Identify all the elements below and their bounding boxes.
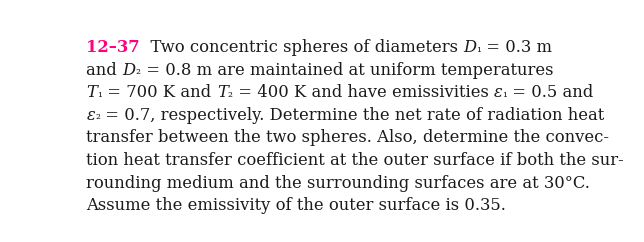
Text: ₁: ₁ bbox=[477, 42, 482, 55]
Text: D: D bbox=[464, 39, 477, 56]
Text: rounding medium and the surrounding surfaces are at 30°C.: rounding medium and the surrounding surf… bbox=[86, 174, 591, 192]
Text: D: D bbox=[122, 62, 136, 79]
Text: = 0.5 and: = 0.5 and bbox=[507, 84, 594, 101]
Text: and: and bbox=[86, 62, 122, 79]
Text: ₁: ₁ bbox=[97, 87, 102, 100]
Text: transfer between the two spheres. Also, determine the convec-: transfer between the two spheres. Also, … bbox=[86, 129, 609, 146]
Text: Two concentric spheres of diameters: Two concentric spheres of diameters bbox=[140, 39, 464, 56]
Text: = 400 K and have emissivities: = 400 K and have emissivities bbox=[232, 84, 494, 101]
Text: T: T bbox=[86, 84, 97, 101]
Text: = 0.8 m are maintained at uniform temperatures: = 0.8 m are maintained at uniform temper… bbox=[140, 62, 553, 79]
Text: Assume the emissivity of the outer surface is 0.35.: Assume the emissivity of the outer surfa… bbox=[86, 197, 506, 214]
Text: = 700 K and: = 700 K and bbox=[102, 84, 217, 101]
Text: = 0.3 m: = 0.3 m bbox=[482, 39, 553, 56]
Text: ε: ε bbox=[86, 107, 95, 124]
Text: ₂: ₂ bbox=[136, 64, 140, 77]
Text: ₁: ₁ bbox=[502, 87, 507, 100]
Text: 12–37: 12–37 bbox=[86, 39, 140, 56]
Text: tion heat transfer coefficient at the outer surface if both the sur-: tion heat transfer coefficient at the ou… bbox=[86, 152, 624, 169]
Text: ₂: ₂ bbox=[95, 109, 100, 122]
Text: ₂: ₂ bbox=[227, 87, 232, 100]
Text: = 0.7, respectively. Determine the net rate of radiation heat: = 0.7, respectively. Determine the net r… bbox=[100, 107, 605, 124]
Text: ε: ε bbox=[494, 84, 502, 101]
Text: T: T bbox=[217, 84, 227, 101]
